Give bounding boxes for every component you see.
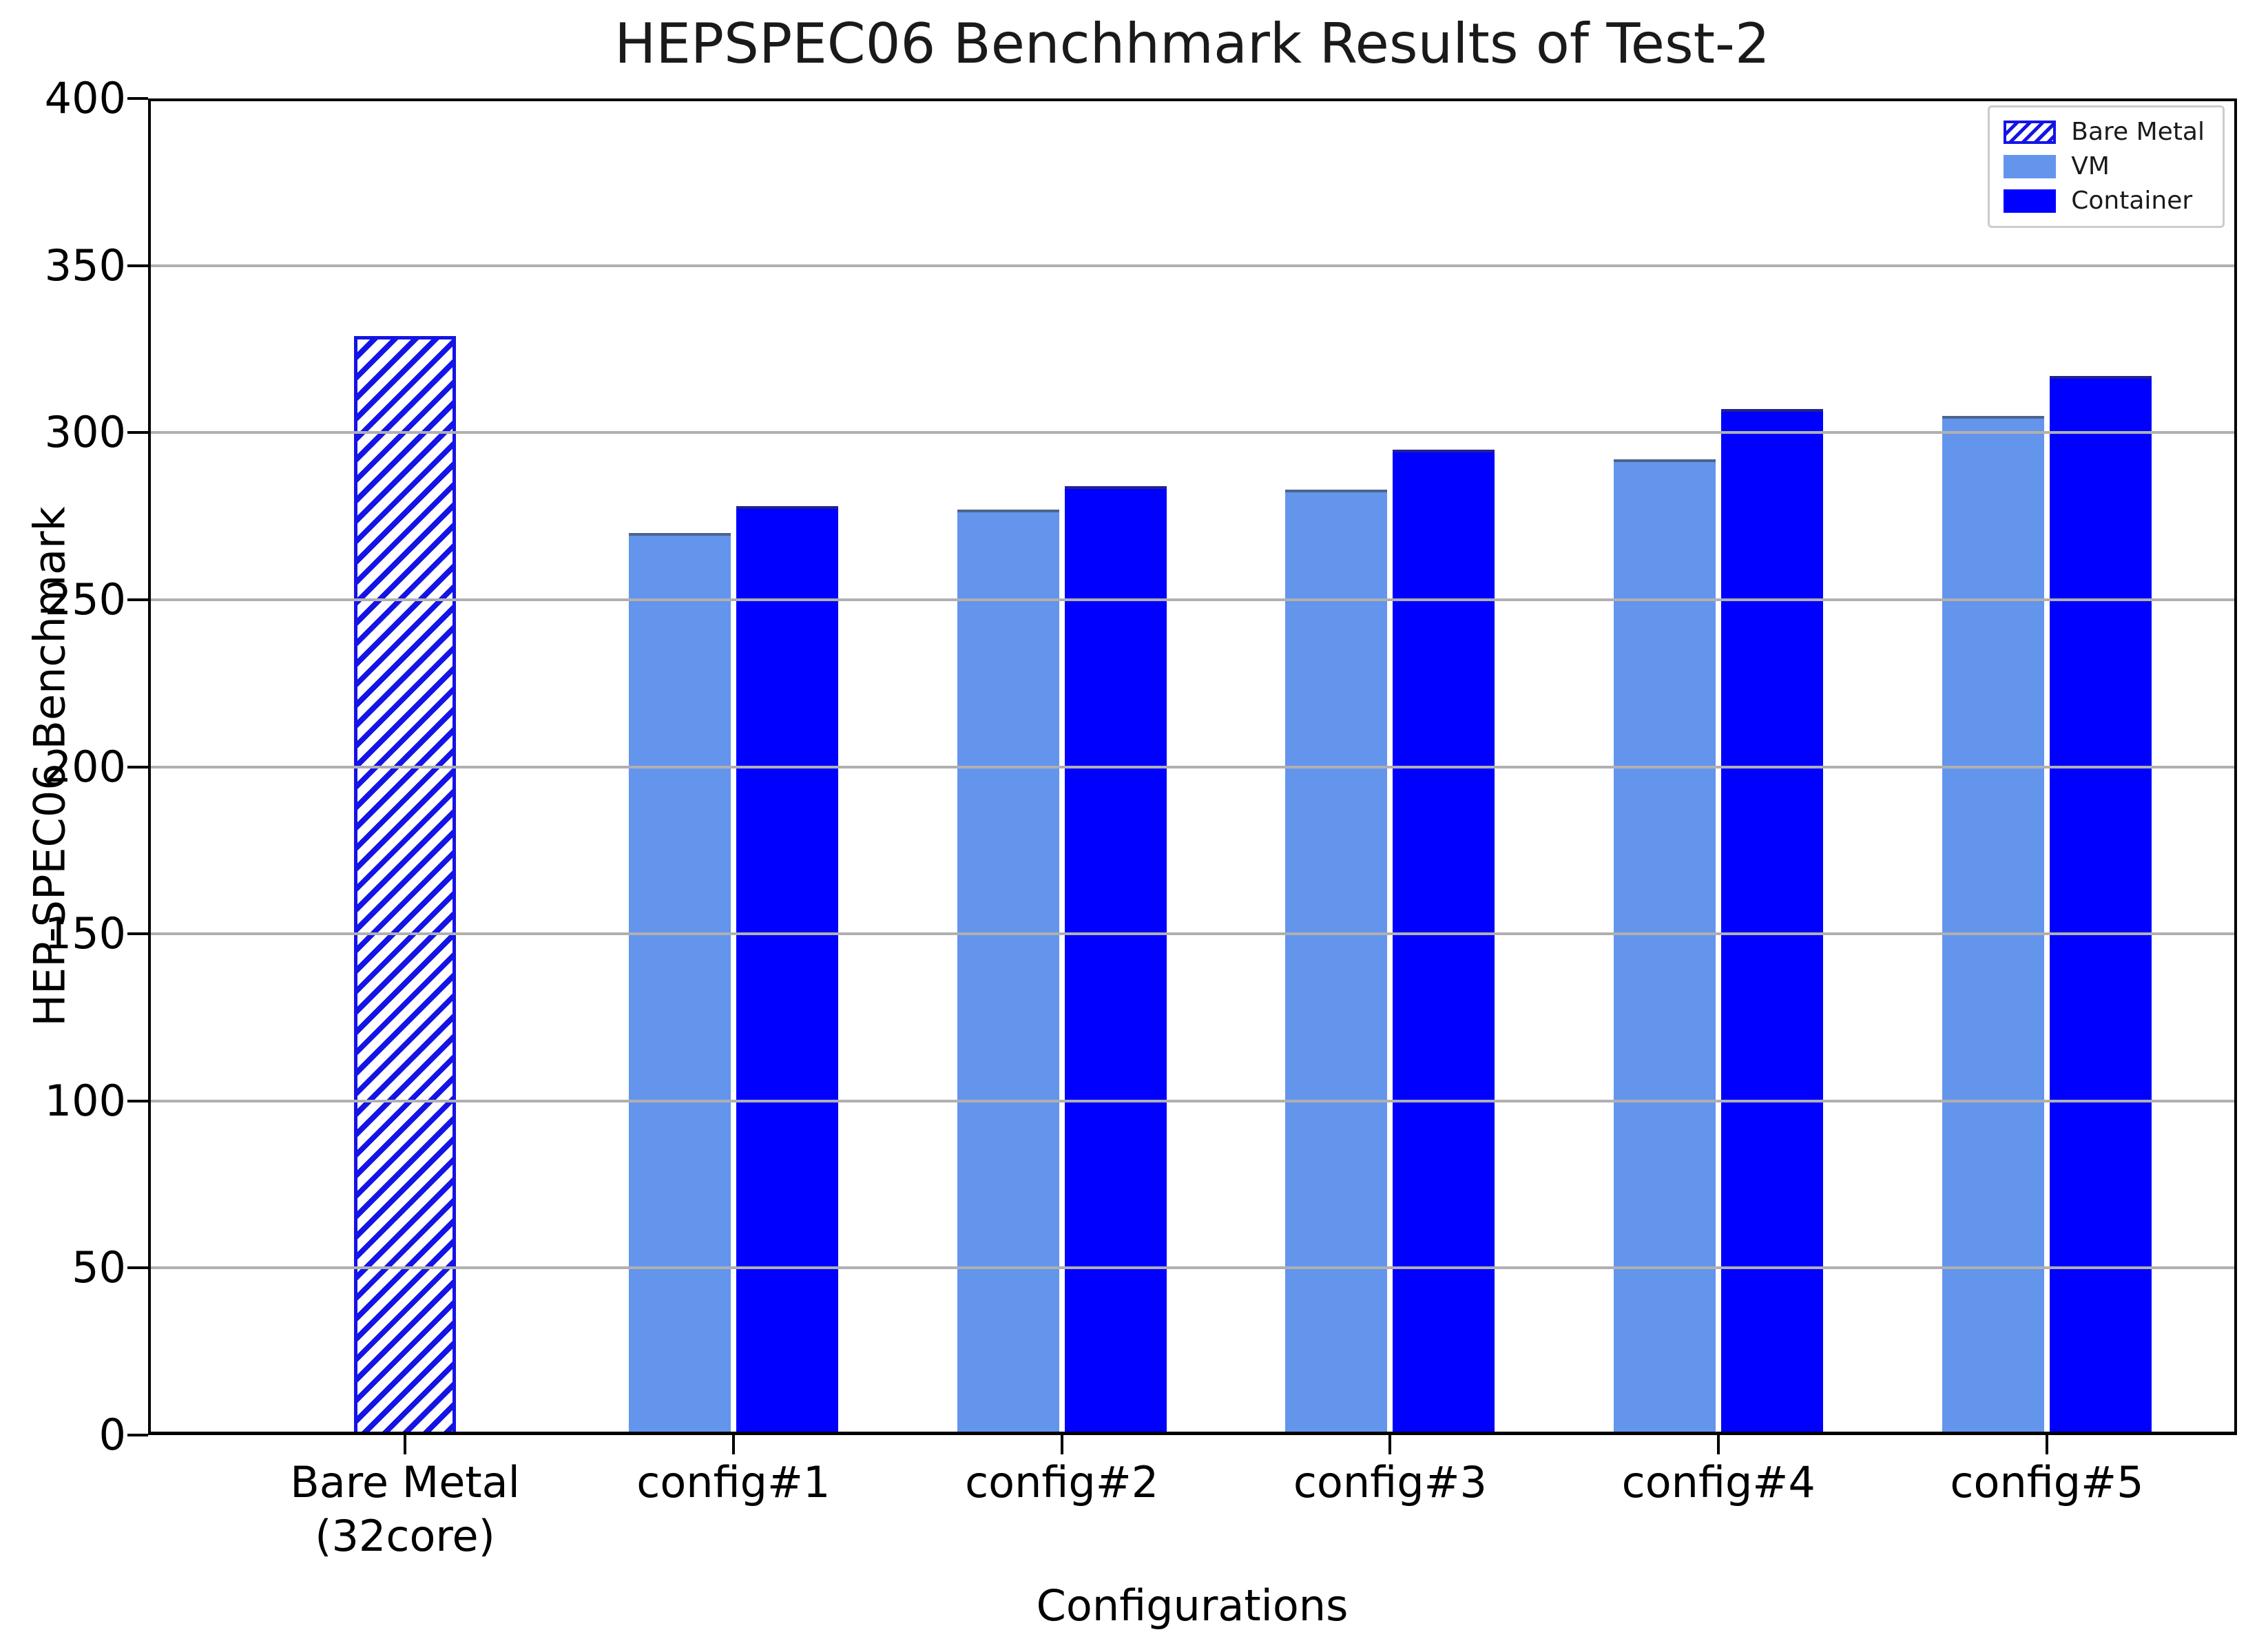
legend-label-bare-metal: Bare Metal (2071, 118, 2205, 146)
x-tick-label-config-3: config#3 (1293, 1457, 1487, 1507)
y-tick-label-150: 150 (44, 908, 126, 959)
y-tick-mark-50 (127, 1266, 148, 1270)
bar-vm-config-1 (628, 532, 731, 1435)
y-tick-label-350: 350 (44, 240, 126, 291)
y-tick-mark-300 (127, 431, 148, 435)
gridline-300 (148, 431, 2237, 435)
gridline-250 (148, 598, 2237, 601)
y-tick-mark-400 (127, 97, 148, 100)
bar-bare-metal-bare-metal-32core (354, 335, 457, 1435)
x-tick-mark-config-2 (1060, 1435, 1063, 1454)
y-tick-label-0: 0 (98, 1410, 126, 1460)
y-tick-mark-100 (127, 1099, 148, 1102)
x-tick-label-config-1: config#1 (636, 1457, 831, 1507)
bar-vm-config-3 (1285, 489, 1388, 1435)
bar-vm-config-5 (1942, 416, 2044, 1435)
y-tick-mark-0 (127, 1434, 148, 1436)
x-tick-label-bare-metal-32core: Bare Metal (32core) (290, 1457, 520, 1562)
legend-swatch-bare-metal (2004, 121, 2057, 144)
x-tick-label-config-4: config#4 (1621, 1457, 1816, 1507)
gridline-350 (148, 264, 2237, 267)
legend-label-vm: VM (2071, 152, 2110, 180)
plot-area: Bare Metal VM Container 0 50 100 150 200 250 300… (45, 73, 2237, 1561)
y-tick-label-250: 250 (44, 574, 126, 625)
bar-container-config-4 (1721, 409, 1824, 1435)
x-tick-label-config-2: config#2 (965, 1457, 1159, 1507)
gridline-150 (148, 932, 2237, 936)
y-tick-label-400: 400 (44, 73, 126, 123)
gridline-100 (148, 1099, 2237, 1102)
right-spine (2234, 98, 2237, 1435)
x-tick-mark-config-5 (2045, 1435, 2048, 1454)
chart-title: HEPSPEC06 Benchhmark Results of Test-2 (614, 12, 1770, 76)
x-tick-mark-config-4 (1717, 1435, 1720, 1454)
y-tick-label-50: 50 (72, 1242, 126, 1293)
top-spine (148, 98, 2237, 101)
bar-container-config-3 (1393, 449, 1495, 1435)
legend-label-container: Container (2071, 187, 2193, 215)
legend-item-vm: VM (2004, 154, 2205, 179)
bar-container-config-2 (1064, 485, 1167, 1435)
y-tick-label-200: 200 (44, 741, 126, 792)
gridline-200 (148, 765, 2237, 769)
x-tick-mark-config-1 (731, 1435, 735, 1454)
bar-container-config-1 (736, 506, 838, 1435)
legend-item-container: Container (2004, 189, 2205, 213)
x-axis-label: Configurations (1036, 1580, 1349, 1631)
x-tick-mark-config-3 (1388, 1435, 1392, 1454)
x-axis-line (148, 1432, 2237, 1435)
x-tick-mark-bare-metal-32core (404, 1435, 407, 1454)
bar-vm-config-2 (957, 509, 1059, 1435)
y-tick-label-100: 100 (44, 1075, 126, 1126)
gridline-50 (148, 1266, 2237, 1270)
bar-container-config-5 (2049, 375, 2152, 1435)
legend: Bare Metal VM Container (1988, 105, 2225, 228)
y-tick-mark-150 (127, 932, 148, 936)
y-axis-line (148, 98, 151, 1435)
x-tick-label-config-5: config#5 (1950, 1457, 2144, 1507)
legend-swatch-container (2004, 189, 2057, 213)
bar-vm-config-4 (1614, 459, 1716, 1435)
legend-swatch-vm (2004, 155, 2057, 178)
y-tick-mark-250 (127, 598, 148, 601)
y-tick-label-300: 300 (44, 407, 126, 458)
y-tick-mark-350 (127, 264, 148, 267)
y-tick-mark-200 (127, 765, 148, 769)
legend-item-bare-metal: Bare Metal (2004, 120, 2205, 145)
